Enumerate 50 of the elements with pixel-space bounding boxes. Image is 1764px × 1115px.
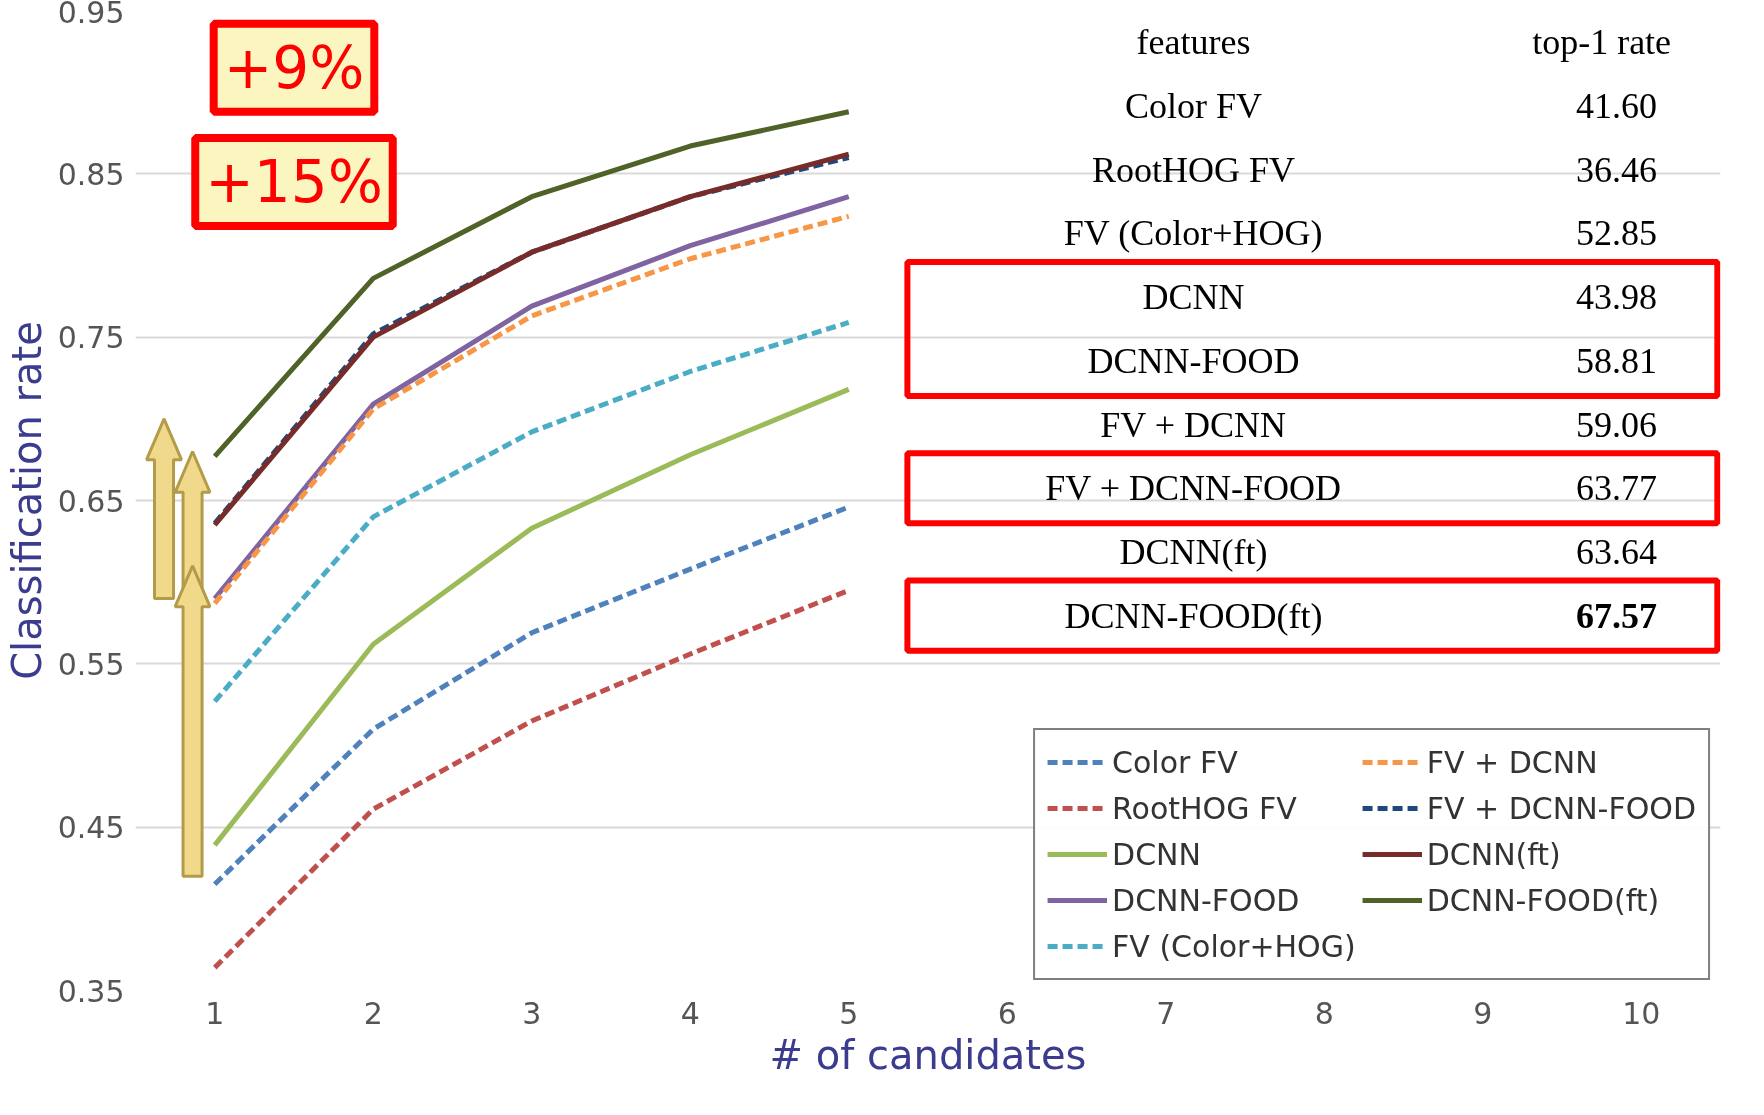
legend-label: RootHOG FV [1112, 789, 1297, 828]
x-tick-label: 6 [997, 995, 1017, 1031]
x-tick-label: 9 [1473, 995, 1493, 1031]
annotation: 58.81 [1576, 340, 1658, 381]
annotation: FV + DCNN [1100, 404, 1287, 445]
annotation: 63.77 [1576, 468, 1658, 509]
legend-label: FV (Color+HOG) [1112, 927, 1356, 966]
annotation: 59.06 [1576, 404, 1658, 445]
x-tick-label: 4 [680, 995, 700, 1031]
x-tick-label: 10 [1622, 995, 1661, 1031]
legend-label: FV + DCNN [1426, 743, 1598, 782]
legend-label: DCNN [1112, 835, 1201, 874]
x-tick-label: 5 [839, 995, 859, 1031]
y-tick-label: 0.95 [57, 0, 125, 30]
legend-label: DCNN-FOOD [1112, 881, 1300, 920]
annotation: DCNN-FOOD(ft) [1064, 595, 1323, 636]
annotation: FV + DCNN-FOOD [1045, 468, 1342, 509]
y-tick-label: 0.55 [57, 646, 125, 682]
legend-label: DCNN-FOOD(ft) [1426, 881, 1660, 920]
annotation: 67.57 [1576, 595, 1658, 636]
annotation: DCNN-FOOD [1087, 340, 1300, 381]
x-tick-label: 7 [1156, 995, 1176, 1031]
annotation: features [1136, 22, 1251, 63]
legend-label: Color FV [1112, 743, 1238, 782]
legend-label: DCNN(ft) [1426, 835, 1561, 874]
legend-label: FV + DCNN-FOOD [1426, 789, 1696, 828]
annotation: +15% [205, 148, 383, 216]
y-tick-label: 0.75 [57, 320, 125, 356]
annotation: FV (Color+HOG) [1063, 213, 1323, 254]
annotation: 52.85 [1576, 213, 1658, 254]
y-tick-label: 0.45 [57, 810, 125, 846]
annotation: 41.60 [1576, 86, 1658, 127]
x-tick-label: 2 [363, 995, 383, 1031]
y-tick-label: 0.65 [57, 483, 125, 519]
annotation: top-1 rate [1532, 22, 1672, 63]
annotation: DCNN(ft) [1119, 531, 1268, 572]
annotation: 63.64 [1576, 531, 1658, 572]
annotation: DCNN [1142, 277, 1245, 318]
annotation: RootHOG FV [1091, 149, 1296, 190]
x-tick-label: 1 [205, 995, 225, 1031]
annotation: +9% [223, 33, 365, 102]
y-axis-title: Classification rate [3, 321, 50, 680]
annotation: Color FV [1124, 86, 1263, 127]
x-tick-label: 8 [1314, 995, 1334, 1031]
y-tick-label: 0.85 [57, 156, 125, 192]
annotation: 36.46 [1576, 149, 1658, 190]
y-tick-label: 0.35 [57, 973, 125, 1009]
annotation: 43.98 [1576, 277, 1658, 318]
x-tick-label: 3 [522, 995, 542, 1031]
x-axis-title: # of candidates [769, 1031, 1087, 1078]
